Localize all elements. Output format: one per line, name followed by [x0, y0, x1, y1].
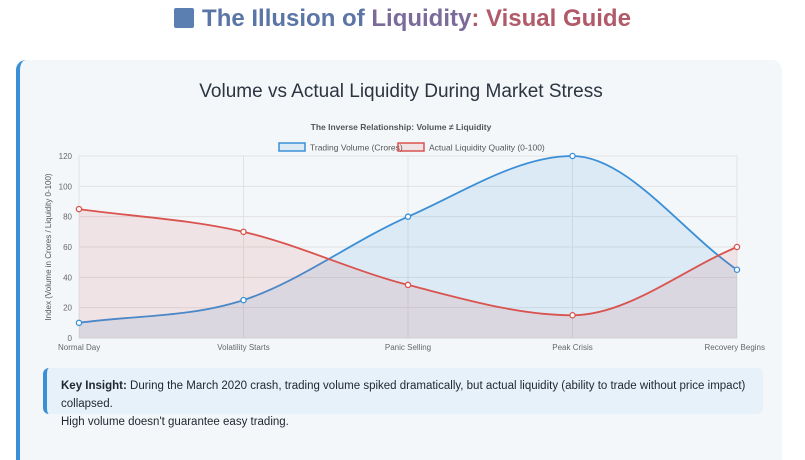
chart-svg: The Inverse Relationship: Volume ≠ Liqui…	[44, 122, 765, 352]
key-insight-box: Key Insight: During the March 2020 crash…	[43, 368, 763, 428]
card-title: Volume vs Actual Liquidity During Market…	[199, 81, 603, 102]
insight-label: Key Insight:	[61, 380, 127, 392]
x-tick-label-3: Peak Crisis	[552, 343, 592, 352]
legend-label-1: Actual Liquidity Quality (0-100)	[429, 143, 545, 153]
insight-text-2: High volume doesn't guarantee easy tradi…	[61, 416, 289, 428]
series-0-point-3	[569, 152, 576, 160]
y-tick-label-6: 120	[59, 152, 73, 161]
series-0-area	[79, 156, 737, 338]
title-part-1: The Illusion of	[202, 5, 372, 32]
page-title: The Illusion of Liquidity: Visual Guide	[0, 4, 805, 34]
series-1-point-0	[75, 205, 83, 213]
y-axis-label: Index (Volume in Crores / Liquidity 0-10…	[44, 173, 53, 321]
series-0-point-0	[75, 319, 83, 327]
x-tick-label-0: Normal Day	[58, 343, 100, 352]
x-tick-label-1: Volatility Starts	[217, 343, 269, 352]
series-0-point-4	[733, 266, 741, 273]
y-tick-label-1: 20	[63, 304, 72, 313]
y-tick-label-3: 60	[63, 243, 72, 252]
legend-swatch-1	[397, 142, 425, 152]
legend-label-0: Trading Volume (Crores)	[310, 143, 403, 153]
y-tick-label-5: 100	[59, 182, 73, 191]
series-1-point-3	[569, 311, 576, 319]
series-1-point-4	[733, 243, 741, 251]
chart-card: Volume vs Actual Liquidity During Market…	[16, 60, 782, 460]
title-part-2: Liquidity	[371, 5, 472, 32]
x-tick-label-4: Recovery Begins	[705, 343, 765, 352]
y-tick-label-4: 80	[63, 213, 72, 222]
chart-square-icon	[174, 8, 195, 28]
series-1-point-1	[240, 228, 247, 236]
y-tick-label-2: 40	[63, 273, 72, 282]
legend-swatch-0	[278, 142, 306, 152]
chart-subtitle: The Inverse Relationship: Volume ≠ Liqui…	[311, 122, 492, 132]
series-0-point-2	[404, 213, 412, 220]
insight-text: During the March 2020 crash, trading vol…	[61, 380, 746, 410]
x-tick-label-2: Panic Selling	[385, 343, 431, 352]
series-1-point-2	[404, 281, 412, 289]
series-0-point-1	[240, 296, 247, 304]
series-1-area	[79, 209, 737, 338]
title-part-3: : Visual Guide	[471, 5, 631, 32]
y-tick-label-0: 0	[68, 334, 73, 343]
